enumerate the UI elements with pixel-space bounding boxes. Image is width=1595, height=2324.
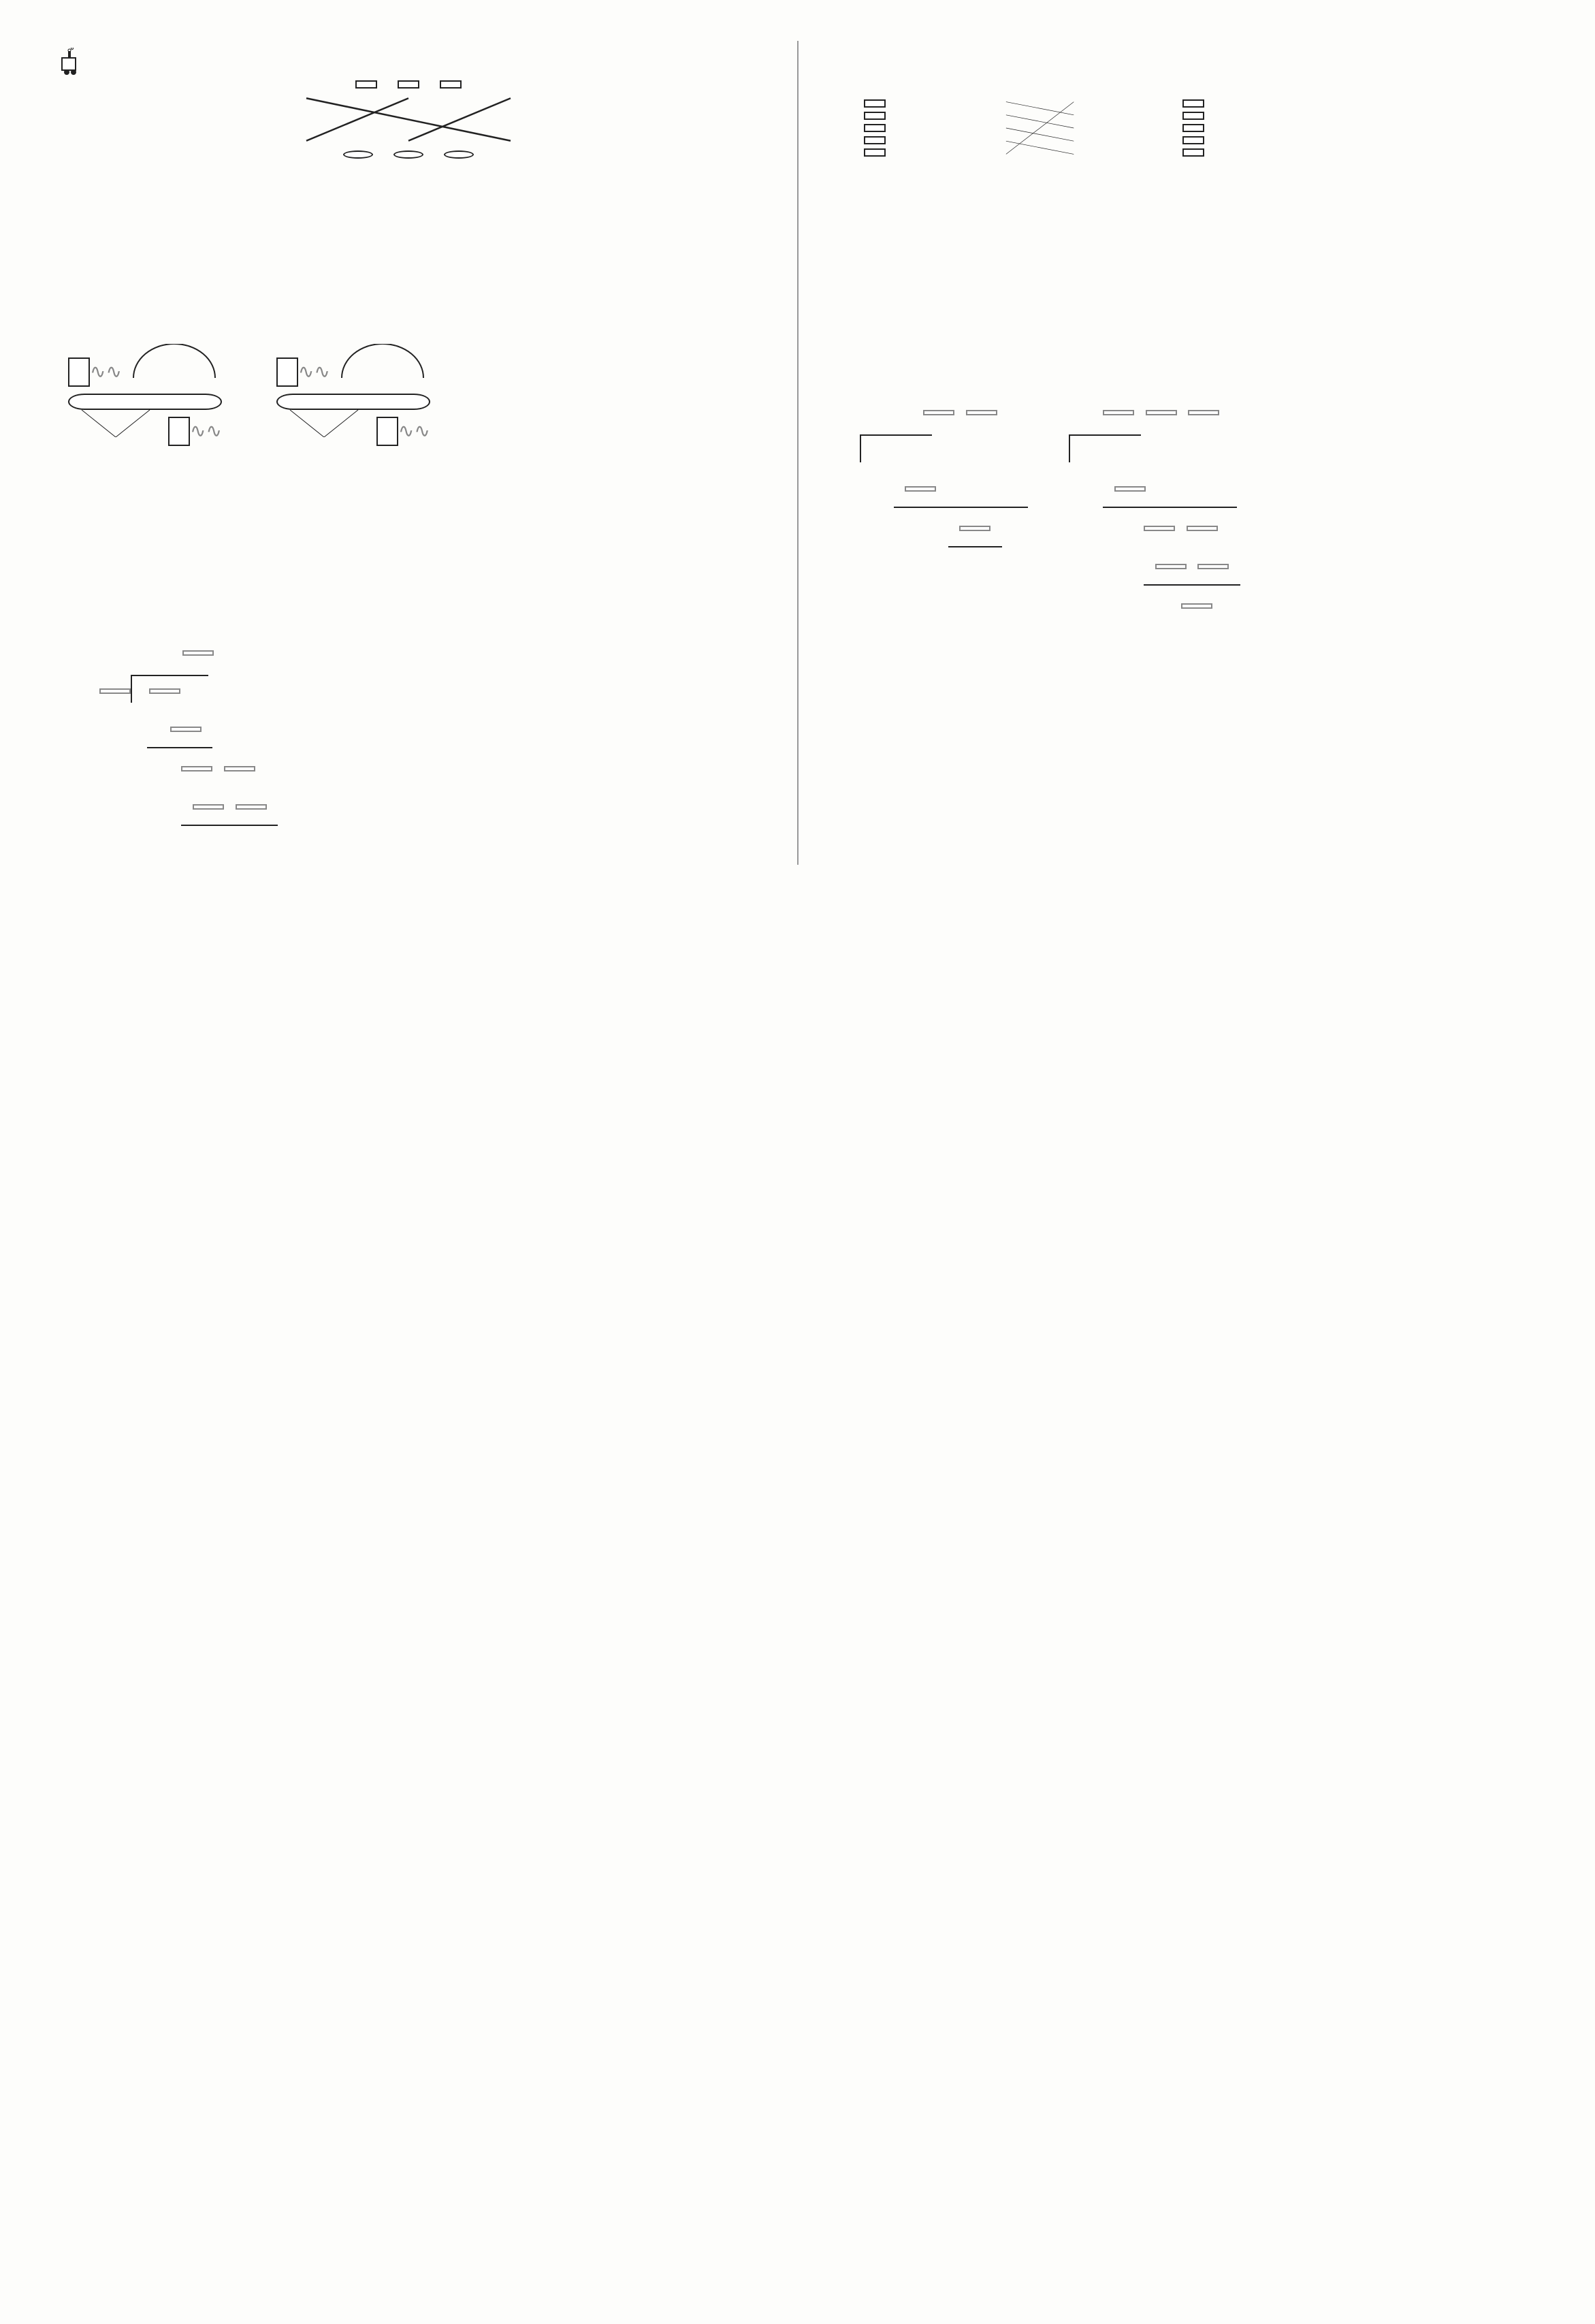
train-icon: [59, 48, 93, 75]
s5-q1: [54, 281, 763, 310]
bq0: [1103, 410, 1134, 415]
train-box-1: [398, 80, 419, 89]
s7-q6: [860, 797, 1568, 825]
page-footer: [27, 899, 1568, 927]
br4: [1181, 603, 1212, 609]
oval-0: [343, 150, 373, 159]
bx10: [193, 804, 224, 810]
bx3: [149, 688, 180, 694]
ar1: [905, 486, 936, 492]
mL4: [864, 148, 886, 157]
br1: [1114, 486, 1146, 492]
s5-q3c: [54, 554, 763, 582]
s7-q7: [860, 831, 1568, 859]
s5-q3: [54, 451, 763, 480]
bx9: [224, 766, 255, 771]
oval-1: [393, 150, 423, 159]
s7q1-a: [860, 392, 1028, 547]
s7-q2: [860, 629, 1568, 658]
bq2: [1188, 410, 1219, 415]
aq2: [966, 410, 997, 415]
mL1: [864, 112, 886, 120]
q5: [54, 198, 763, 227]
bx8: [181, 766, 212, 771]
cup-0: [68, 394, 222, 410]
s5-q2: ∿∿ ∿∿ ∿∿ ∿∿: [54, 315, 763, 446]
aq1: [923, 410, 954, 415]
q3: [54, 46, 763, 159]
arc-icon: [335, 344, 430, 378]
mR0: [1182, 99, 1204, 108]
s6-q3: [860, 166, 1568, 195]
s6-q1: [860, 61, 1568, 90]
s5q2-bot-1: [376, 417, 398, 446]
br30: [1155, 564, 1187, 569]
train-box-2: [440, 80, 462, 89]
br21: [1187, 526, 1218, 531]
s5q2-bot-0: [168, 417, 190, 446]
cup-1: [276, 394, 430, 410]
s6-q7: [860, 308, 1568, 336]
bq1: [1146, 410, 1177, 415]
s5q2-top-1: [276, 357, 298, 387]
q4: [54, 164, 763, 193]
s7-q3: [860, 669, 1568, 697]
br31: [1197, 564, 1229, 569]
ar3: [959, 526, 990, 531]
bx11: [236, 804, 267, 810]
left-column: ∿∿ ∿∿ ∿∿ ∿∿: [27, 41, 763, 865]
s5-q3b: [54, 520, 763, 548]
s7-q4: [860, 703, 1568, 731]
bx1: [182, 650, 214, 656]
q3-match-lines: [238, 94, 579, 145]
mR1: [1182, 112, 1204, 120]
column-divider: [797, 41, 799, 865]
arc-icon: [68, 410, 163, 437]
s7-q5-line: [860, 763, 1568, 791]
arc-icon: [127, 344, 222, 378]
mR2: [1182, 124, 1204, 132]
s7q1-b: [1069, 392, 1240, 624]
mR4: [1182, 148, 1204, 157]
s6-q2: [860, 95, 1568, 161]
s5-q3a: [54, 486, 763, 514]
q6: [54, 232, 763, 261]
s5-q6: [54, 633, 763, 826]
oval-2: [444, 150, 474, 159]
right-column: [833, 41, 1568, 865]
bx2: [99, 688, 131, 694]
arc-icon: [276, 410, 372, 437]
mL2: [864, 124, 886, 132]
s6-q6: [860, 274, 1568, 302]
s6-q5: [860, 240, 1568, 268]
s5q2-top-0: [68, 357, 90, 387]
bx7: [170, 727, 202, 732]
s7-q1: [860, 357, 1568, 624]
mL3: [864, 136, 886, 144]
mL0: [864, 99, 886, 108]
mR3: [1182, 136, 1204, 144]
br20: [1144, 526, 1175, 531]
train-box-0: [355, 80, 377, 89]
s5-q5: [54, 599, 763, 627]
s6-q4: [860, 206, 1568, 234]
